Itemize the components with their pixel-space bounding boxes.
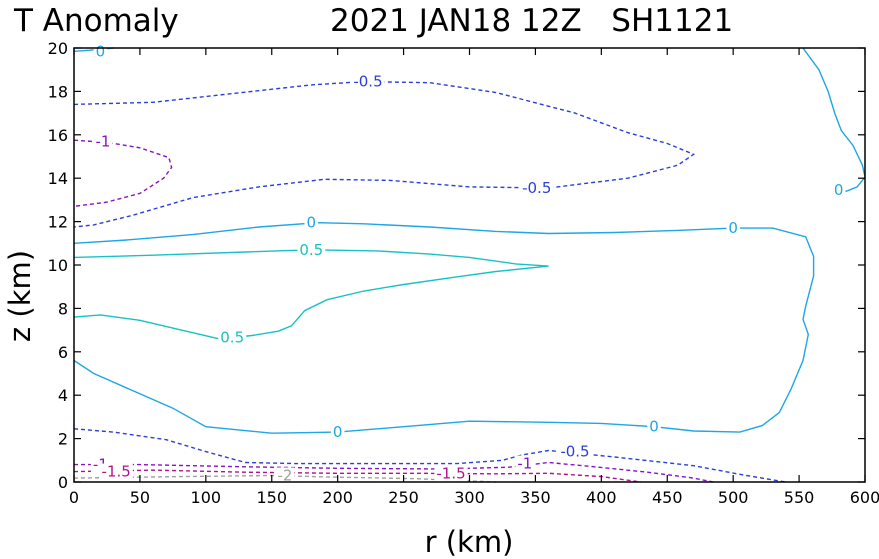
contour-label: 0.5 [220, 329, 244, 347]
contour-label-bg [297, 241, 326, 258]
contour-neg05-lower [73, 428, 787, 483]
contour-label-bg [304, 214, 319, 231]
contour-label: -2 [277, 466, 292, 484]
contour-label-bg [351, 73, 385, 90]
x-tick-label: 100 [191, 488, 222, 507]
contour-label-bg [434, 465, 468, 482]
contour-neg15-lower [73, 469, 641, 483]
x-axis-ticks: 0 50 100 150 200 250 300 350 400 450 500 550 600 [69, 48, 879, 507]
x-tick-label: 600 [850, 488, 879, 507]
x-tick-label: 250 [388, 488, 419, 507]
x-tick-label: 400 [586, 488, 617, 507]
contour-neg2-lower [73, 474, 496, 483]
contour-label: 0 [307, 214, 317, 232]
contour-label-bg [218, 329, 247, 346]
x-tick-label: 450 [652, 488, 683, 507]
contour-label-bg [558, 443, 592, 460]
contour-label-bg [99, 463, 133, 480]
contour-label: -1 [517, 455, 532, 473]
y-tick-label: 14 [48, 169, 68, 188]
contour-pos05 [73, 249, 549, 340]
y-tick-label: 6 [58, 343, 68, 362]
x-tick-label: 500 [718, 488, 749, 507]
chart-title-left: T Anomaly [13, 3, 179, 39]
contour-label: 0 [834, 181, 844, 199]
contour-neg1-lower [74, 461, 714, 483]
y-tick-label: 12 [48, 213, 68, 232]
contour-label-bg [726, 220, 740, 237]
y-tick-label: 10 [48, 256, 68, 275]
contour-label: -0.5 [522, 179, 551, 197]
y-axis-label: z (km) [3, 250, 37, 342]
x-tick-label: 150 [256, 488, 287, 507]
contour-label: 0 [649, 418, 659, 436]
chart-title-right: 2021 JAN18 12Z SH1121 [330, 3, 733, 39]
y-tick-label: 18 [48, 82, 68, 101]
y-tick-label: 8 [58, 299, 68, 318]
contour-label: 0 [96, 42, 106, 60]
y-tick-label: 20 [48, 39, 68, 58]
contour-label-bg [275, 467, 295, 484]
x-tick-label: 300 [454, 488, 485, 507]
contour-label: 0 [728, 219, 738, 237]
contour-zero-right-upper [802, 47, 866, 192]
y-axis-ticks: 0 2 4 6 8 10 12 14 16 18 20 [48, 39, 865, 492]
contour-neg1-upper [73, 139, 173, 208]
contour-label-bg [93, 133, 113, 150]
contour-label-bg [647, 418, 661, 435]
contour-label: -1 [96, 132, 111, 150]
contour-label-bg [515, 455, 535, 472]
y-tick-label: 4 [58, 386, 68, 405]
x-tick-label: 0 [69, 488, 79, 507]
y-tick-label: 2 [58, 430, 68, 449]
x-tick-label: 50 [130, 488, 150, 507]
contour-label: 0 [333, 423, 343, 441]
x-axis-label: r (km) [425, 525, 514, 559]
contour-label-bg [330, 424, 345, 441]
contour-label: -0.5 [353, 73, 382, 91]
contour-label: -1.5 [436, 464, 465, 482]
contour-label: 0.5 [299, 241, 323, 259]
y-tick-label: 16 [48, 126, 68, 145]
contour-label-bg [831, 182, 846, 199]
contour-label-bg [520, 179, 554, 196]
y-tick-label: 0 [58, 473, 68, 492]
x-tick-label: 200 [322, 488, 353, 507]
contour-lines [73, 47, 866, 483]
contour-label: -0.5 [560, 443, 589, 461]
plot-frame [73, 47, 866, 483]
contour-neg05-upper [73, 80, 696, 228]
x-tick-label: 550 [784, 488, 815, 507]
contour-label: -1.5 [102, 463, 131, 481]
x-tick-label: 350 [520, 488, 551, 507]
